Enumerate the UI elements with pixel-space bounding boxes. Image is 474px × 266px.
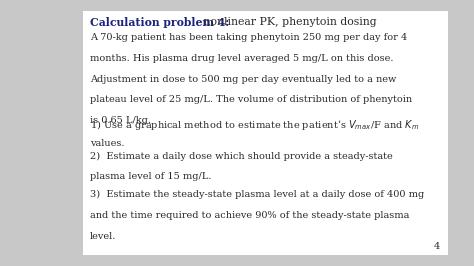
Text: 2)  Estimate a daily dose which should provide a steady-state: 2) Estimate a daily dose which should pr… bbox=[90, 152, 393, 161]
Text: Adjustment in dose to 500 mg per day eventually led to a new: Adjustment in dose to 500 mg per day eve… bbox=[90, 75, 396, 84]
Text: nonlinear PK, phenytoin dosing: nonlinear PK, phenytoin dosing bbox=[200, 17, 377, 27]
Text: is 0.65 L/kg.: is 0.65 L/kg. bbox=[90, 116, 151, 125]
Text: and the time required to achieve 90% of the steady-state plasma: and the time required to achieve 90% of … bbox=[90, 211, 410, 220]
Text: 3)  Estimate the steady-state plasma level at a daily dose of 400 mg: 3) Estimate the steady-state plasma leve… bbox=[90, 190, 424, 199]
Text: months. His plasma drug level averaged 5 mg/L on this dose.: months. His plasma drug level averaged 5… bbox=[90, 54, 393, 63]
Text: A 70-kg patient has been taking phenytoin 250 mg per day for 4: A 70-kg patient has been taking phenytoi… bbox=[90, 33, 407, 42]
Text: plasma level of 15 mg/L.: plasma level of 15 mg/L. bbox=[90, 172, 211, 181]
Text: plateau level of 25 mg/L. The volume of distribution of phenytoin: plateau level of 25 mg/L. The volume of … bbox=[90, 95, 412, 105]
Text: values.: values. bbox=[90, 139, 125, 148]
Text: 4: 4 bbox=[434, 242, 440, 251]
Text: level.: level. bbox=[90, 232, 117, 241]
Text: Calculation problem 4:: Calculation problem 4: bbox=[90, 17, 229, 28]
Text: 1) Use a graphical method to estimate the patient’s $V_{max}$/F and $K_m$: 1) Use a graphical method to estimate th… bbox=[90, 118, 419, 132]
